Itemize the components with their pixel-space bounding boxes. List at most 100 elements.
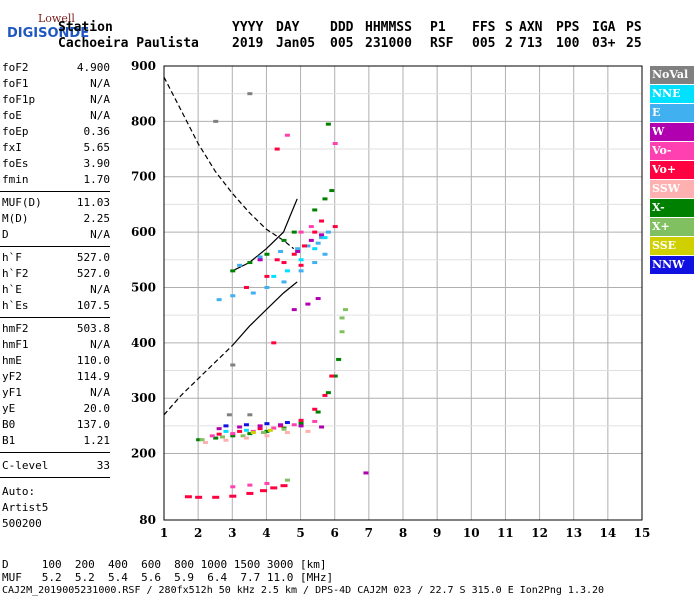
y-tick-label: 300 — [131, 391, 156, 405]
echo-point — [196, 438, 202, 442]
param-key: foE — [2, 109, 22, 122]
echo-point — [325, 122, 331, 126]
echo-point — [322, 252, 328, 256]
echo-point — [220, 435, 226, 439]
param-key: B1 — [2, 434, 16, 447]
echo-point — [243, 285, 249, 289]
legend-label: NNW — [652, 258, 685, 271]
echo-point — [243, 428, 249, 432]
es-trace-point — [212, 495, 220, 499]
header-ps: 25 — [626, 36, 642, 51]
echo-point — [332, 142, 338, 146]
echo-point — [319, 236, 325, 240]
param-key: foF1 — [2, 77, 29, 90]
es-trace-point — [184, 495, 192, 499]
param-key: foEs — [2, 157, 29, 170]
echo-point — [312, 419, 318, 423]
legend-label: E — [652, 106, 661, 119]
echo-point — [281, 238, 287, 242]
param-key: hmF1 — [2, 338, 29, 351]
echo-point — [342, 308, 348, 312]
echo-point — [339, 316, 345, 320]
legend-label: W — [652, 125, 665, 138]
param-key: D — [2, 228, 9, 241]
echo-point — [230, 432, 236, 436]
echo-point — [308, 225, 314, 229]
echo-point — [257, 255, 263, 259]
echo-point — [271, 274, 277, 278]
echo-point — [271, 426, 277, 430]
footer-distance-row: D 100 200 400 600 800 1000 1500 3000 [km… — [2, 558, 327, 571]
x-tick-label: 10 — [463, 526, 480, 540]
param-value: N/A — [90, 109, 110, 122]
param-key: hmF2 — [2, 322, 29, 335]
echo-point — [298, 263, 304, 267]
param-value: 107.5 — [76, 299, 110, 312]
echo-point — [261, 431, 267, 435]
echo-point — [329, 374, 335, 378]
echo-point — [332, 374, 338, 378]
echo-point — [284, 478, 290, 482]
echo-point — [284, 421, 290, 425]
header-ddd: 005 — [330, 36, 354, 51]
echo-point — [301, 244, 307, 248]
param-divider — [0, 477, 110, 478]
echo-point — [230, 294, 236, 298]
param-key: fmin — [2, 173, 29, 186]
es-trace-point — [270, 486, 278, 490]
param-divider — [0, 317, 110, 318]
legend-item: NNW — [650, 256, 694, 274]
es-trace-point — [280, 484, 288, 488]
param-key: yF2 — [2, 370, 22, 383]
echo-point — [247, 92, 253, 96]
header-label-ffs: FFS — [472, 20, 496, 35]
echo-point — [264, 252, 270, 256]
param-key: foF2 — [2, 61, 29, 74]
es-trace-point — [260, 489, 268, 493]
echo-point — [216, 298, 222, 302]
echo-point — [257, 427, 263, 431]
echo-point — [325, 391, 331, 395]
echo-point — [199, 438, 205, 442]
echo-point — [243, 436, 249, 440]
param-row: C-level 33 — [2, 459, 110, 474]
header-label-iga: IGA — [592, 20, 616, 35]
y-tick-label: 800 — [131, 114, 156, 128]
echo-point — [264, 422, 270, 426]
legend-label: Vo+ — [652, 163, 677, 176]
echo-point — [322, 197, 328, 201]
echo-point — [264, 434, 270, 438]
echo-point — [264, 481, 270, 485]
x-tick-label: 2 — [194, 526, 202, 540]
param-key: C-level — [2, 459, 49, 472]
header-label-axn: AXN — [519, 20, 543, 35]
x-tick-label: 14 — [600, 526, 617, 540]
echo-point — [202, 440, 208, 444]
x-tick-label: 5 — [296, 526, 304, 540]
param-row: yE 20.0 — [2, 402, 110, 417]
echo-point — [298, 269, 304, 273]
legend-item: W — [650, 123, 694, 141]
echo-point — [305, 429, 311, 433]
echo-point — [257, 424, 263, 428]
param-value: 11.03 — [76, 196, 110, 209]
echo-point — [257, 258, 263, 262]
header-axn: 713 — [519, 36, 543, 51]
echo-point — [322, 393, 328, 397]
header-day: Jan05 — [276, 36, 316, 51]
param-key: h`E — [2, 283, 22, 296]
param-row: yF1 N/A — [2, 386, 110, 401]
param-divider — [0, 452, 110, 453]
echo-point — [284, 133, 290, 137]
logo-digisonde: DIGISONDE — [7, 26, 90, 41]
echo-point — [247, 432, 253, 436]
param-key: MUF(D) — [2, 196, 42, 209]
echo-point — [271, 341, 277, 345]
echo-point — [315, 297, 321, 301]
header-label-day: DAY — [276, 20, 300, 35]
echo-point — [305, 244, 311, 248]
header-ffs: 005 — [472, 36, 496, 51]
auto-label: Auto: — [2, 485, 36, 498]
legend-item: Vo+ — [650, 161, 694, 179]
echo-point — [325, 230, 331, 234]
